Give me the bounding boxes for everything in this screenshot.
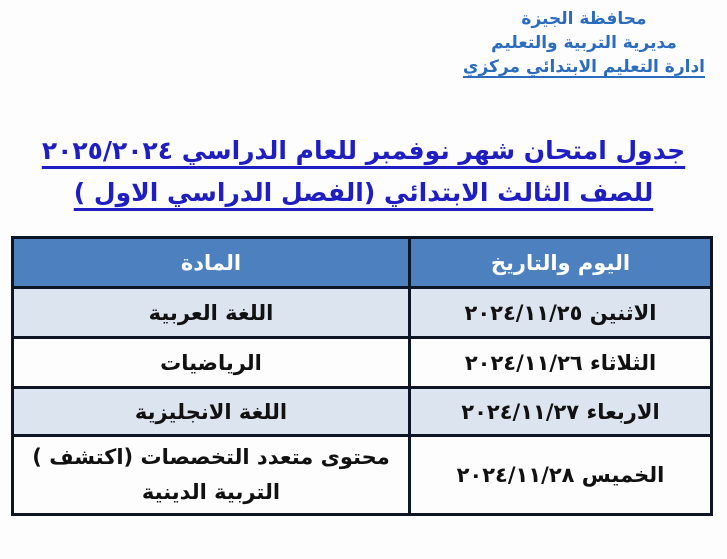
table-row-tuesday: الثلاثاء ٢٠٢٤/١١/٢٦ الرياضيات — [11, 336, 713, 389]
table-row-monday: الاثنين ٢٠٢٤/١١/٢٥ اللغة العربية — [11, 286, 713, 339]
subject-cell: اللغة العربية — [11, 286, 411, 339]
letterhead-administration: ادارة التعليم الابتدائي مركزي — [462, 57, 705, 77]
day-date-cell: الاثنين ٢٠٢٤/١١/٢٥ — [408, 286, 713, 339]
subject-cell: اللغة الانجليزية — [11, 386, 411, 437]
subject-line-1: محتوى متعدد التخصصات (اكتشف ) — [32, 445, 390, 469]
title-line-1: جدول امتحان شهر نوفمبر للعام الدراسي ٢٠٢… — [41, 136, 686, 165]
title-line-2: للصف الثالث الابتدائي (الفصل الدراسي الا… — [73, 178, 654, 207]
subject-cell: محتوى متعدد التخصصات (اكتشف ) التربية ال… — [11, 434, 411, 516]
day-date-cell: الخميس ٢٠٢٤/١١/٢٨ — [408, 434, 713, 516]
column-header-day-date: اليوم والتاريخ — [408, 236, 713, 289]
letterhead: محافظة الجيزة مديرية التربية والتعليم اد… — [463, 7, 705, 79]
exam-schedule-table: اليوم والتاريخ المادة الاثنين ٢٠٢٤/١١/٢٥… — [11, 236, 713, 516]
letterhead-directorate: مديرية التربية والتعليم — [491, 33, 677, 53]
table-header-row: اليوم والتاريخ المادة — [11, 236, 713, 289]
table-row-wednesday: الاربعاء ٢٠٢٤/١١/٢٧ اللغة الانجليزية — [11, 386, 713, 437]
day-date-cell: الثلاثاء ٢٠٢٤/١١/٢٦ — [408, 336, 713, 389]
day-date-cell: الاربعاء ٢٠٢٤/١١/٢٧ — [408, 386, 713, 437]
subject-line-2: التربية الدينية — [141, 480, 281, 504]
exam-schedule-title: جدول امتحان شهر نوفمبر للعام الدراسي ٢٠٢… — [0, 130, 727, 214]
table-row-thursday: الخميس ٢٠٢٤/١١/٢٨ محتوى متعدد التخصصات (… — [11, 434, 713, 516]
letterhead-governorate: محافظة الجيزة — [521, 9, 647, 29]
column-header-subject: المادة — [11, 236, 411, 289]
subject-cell: الرياضيات — [11, 336, 411, 389]
